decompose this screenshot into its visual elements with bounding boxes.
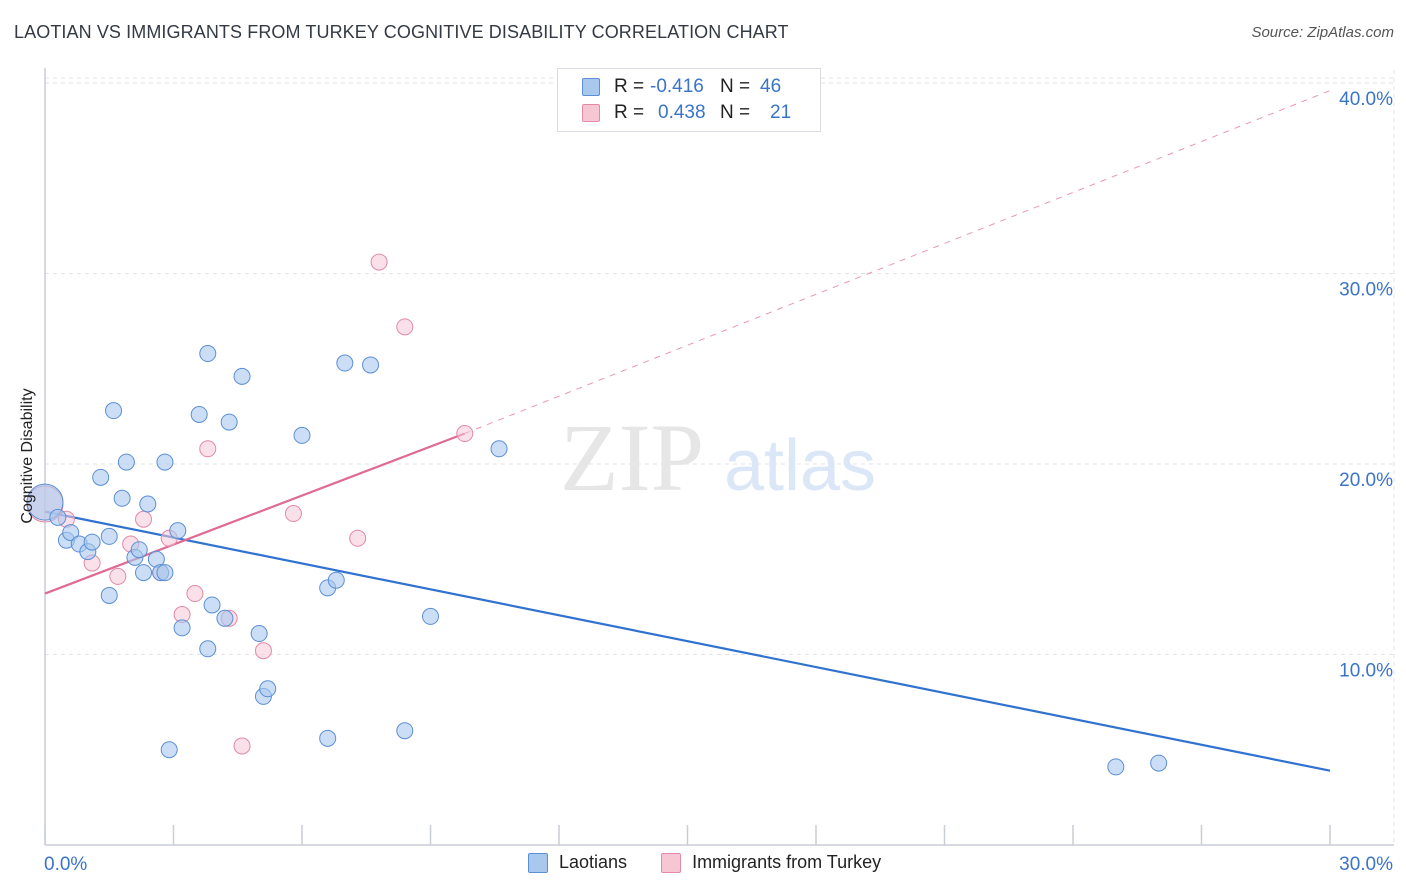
point-laotians	[203, 596, 221, 614]
correlation-legend: R = -0.416 N = 46 R = 0.438 N = 21	[557, 68, 821, 132]
point-turkey	[233, 737, 251, 755]
point-laotians	[100, 586, 118, 604]
point-laotians	[156, 453, 174, 471]
laotians-swatch	[582, 78, 600, 96]
y-tick-label: 20.0%	[1339, 470, 1393, 491]
laotians-legend-label: Laotians	[559, 852, 628, 872]
point-laotians	[160, 741, 178, 759]
point-laotians	[327, 571, 345, 589]
point-turkey	[186, 585, 204, 603]
data-points	[26, 253, 1168, 776]
x-tick-label: 30.0%	[1339, 854, 1393, 875]
point-laotians	[396, 722, 414, 740]
point-laotians	[105, 402, 123, 420]
point-laotians	[199, 345, 217, 363]
point-laotians	[422, 607, 439, 625]
r-value-laotians: -0.416	[650, 76, 704, 97]
point-turkey	[135, 510, 153, 528]
point-laotians	[490, 440, 508, 458]
series-legend: Laotians Immigrants from Turkey	[528, 852, 915, 873]
laotians-legend-swatch	[528, 852, 548, 873]
n-value-laotians: 46	[760, 76, 782, 97]
point-laotians	[216, 609, 234, 627]
point-laotians	[259, 680, 277, 698]
point-laotians	[173, 619, 191, 637]
r-label: R =	[614, 76, 645, 97]
point-laotians	[49, 508, 67, 526]
grid	[45, 70, 1395, 845]
y-tick-label: 40.0%	[1339, 89, 1393, 110]
point-laotians	[1107, 758, 1125, 776]
y-tick-label: 30.0%	[1339, 280, 1393, 301]
n-label: N =	[720, 102, 751, 123]
watermark: ZIP atlas	[560, 404, 876, 511]
watermark-atlas: atlas	[724, 426, 876, 506]
n-value-turkey: 21	[770, 102, 792, 123]
point-laotians	[135, 564, 153, 582]
turkey-swatch	[582, 104, 600, 122]
y-tick-label: 10.0%	[1339, 661, 1393, 682]
point-laotians	[336, 354, 354, 372]
point-laotians	[117, 453, 135, 471]
trend-lines	[44, 90, 1331, 772]
point-turkey	[349, 529, 367, 547]
point-turkey	[199, 440, 217, 458]
point-laotians	[293, 426, 311, 444]
legend-row-turkey: R = 0.438 N = 21	[582, 100, 791, 126]
watermark-zip: ZIP	[560, 404, 704, 511]
point-turkey	[396, 318, 414, 336]
legend-row-laotians: R = -0.416 N = 46	[582, 74, 781, 100]
point-laotians	[169, 522, 187, 540]
point-laotians	[92, 468, 110, 486]
point-laotians	[156, 564, 174, 582]
tick-labels: 10.0% 20.0% 30.0% 40.0% 0.0% 30.0%	[44, 89, 1393, 875]
axes	[44, 68, 1394, 846]
point-laotians	[190, 405, 208, 423]
point-turkey	[456, 425, 474, 443]
r-label: R =	[614, 102, 645, 123]
point-laotians	[113, 489, 131, 507]
point-laotians	[220, 413, 238, 431]
trend-line-turkey	[44, 432, 466, 595]
trend-line-laotians	[44, 510, 1331, 772]
point-laotians	[319, 729, 337, 747]
turkey-legend-label: Immigrants from Turkey	[692, 852, 882, 872]
chart-title: LAOTIAN VS IMMIGRANTS FROM TURKEY COGNIT…	[14, 22, 789, 42]
trend-line-turkey-extension	[464, 90, 1331, 434]
source-label: Source: ZipAtlas.com	[1251, 24, 1394, 41]
point-turkey	[370, 253, 388, 271]
point-turkey	[254, 642, 272, 660]
legend-item-turkey: Immigrants from Turkey	[661, 852, 881, 873]
point-laotians	[130, 541, 148, 559]
point-laotians	[100, 527, 118, 545]
point-laotians	[83, 533, 101, 551]
legend-item-laotians: Laotians	[528, 852, 627, 873]
point-turkey	[109, 567, 127, 585]
point-laotians	[1150, 754, 1168, 772]
y-axis-label: Cognitive Disability	[19, 388, 36, 524]
point-laotians	[199, 640, 217, 658]
point-laotians	[250, 625, 268, 643]
x-tick-label: 0.0%	[44, 854, 87, 875]
point-laotians	[233, 367, 251, 385]
r-value-turkey: 0.438	[658, 102, 706, 123]
n-label: N =	[720, 76, 751, 97]
point-laotians	[139, 495, 157, 513]
point-turkey	[284, 505, 302, 523]
point-laotians	[62, 524, 80, 542]
turkey-legend-swatch	[661, 852, 682, 873]
point-laotians	[362, 356, 380, 374]
